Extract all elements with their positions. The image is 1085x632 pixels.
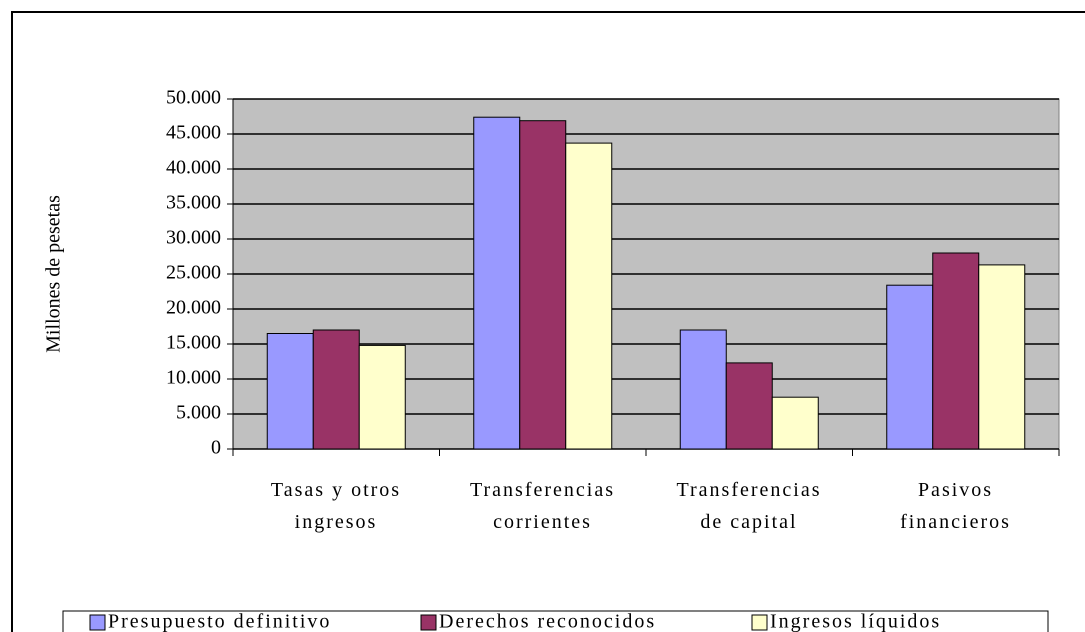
legend-label: Derechos reconocidos: [439, 611, 656, 632]
bar: [358, 344, 406, 450]
bar: [565, 142, 613, 450]
x-tick-label: Pasivos financieros: [900, 479, 1011, 533]
bar: [886, 284, 934, 450]
y-tick-label: 15.000: [166, 332, 221, 354]
legend-label: Presupuesto definitivo: [108, 611, 331, 632]
x-tick-label: Transferencias de capital: [676, 479, 822, 533]
bar: [312, 329, 360, 450]
y-tick-label: 50.000: [166, 87, 221, 109]
legend-swatch: [751, 614, 768, 631]
bar: [932, 252, 980, 450]
bar: [679, 329, 727, 450]
bar: [266, 333, 314, 450]
y-tick-label: 25.000: [166, 262, 221, 284]
legend-swatch: [89, 614, 106, 631]
legend-label: Ingresos líquidos: [770, 611, 941, 632]
y-tick-label: 0: [211, 437, 221, 459]
bar: [771, 396, 819, 450]
legend-swatch: [420, 614, 437, 631]
y-tick-label: 40.000: [166, 157, 221, 179]
x-tick-label: Tasas y otros ingresos: [270, 479, 402, 533]
bar: [725, 362, 773, 450]
frame: [11, 11, 1085, 632]
x-tick-label: Transferencias corrientes: [469, 479, 615, 533]
y-tick-label: 35.000: [166, 192, 221, 214]
legend: [62, 610, 1049, 632]
y-tick-label: 30.000: [166, 227, 221, 249]
y-tick-label: 5.000: [176, 402, 221, 424]
bar: [519, 120, 567, 450]
y-axis-label: Millones de pesetas: [43, 195, 65, 353]
bar: [978, 264, 1026, 450]
y-tick-label: 45.000: [166, 122, 221, 144]
y-tick-label: 10.000: [166, 367, 221, 389]
y-tick-label: 20.000: [166, 297, 221, 319]
bar: [473, 116, 521, 450]
